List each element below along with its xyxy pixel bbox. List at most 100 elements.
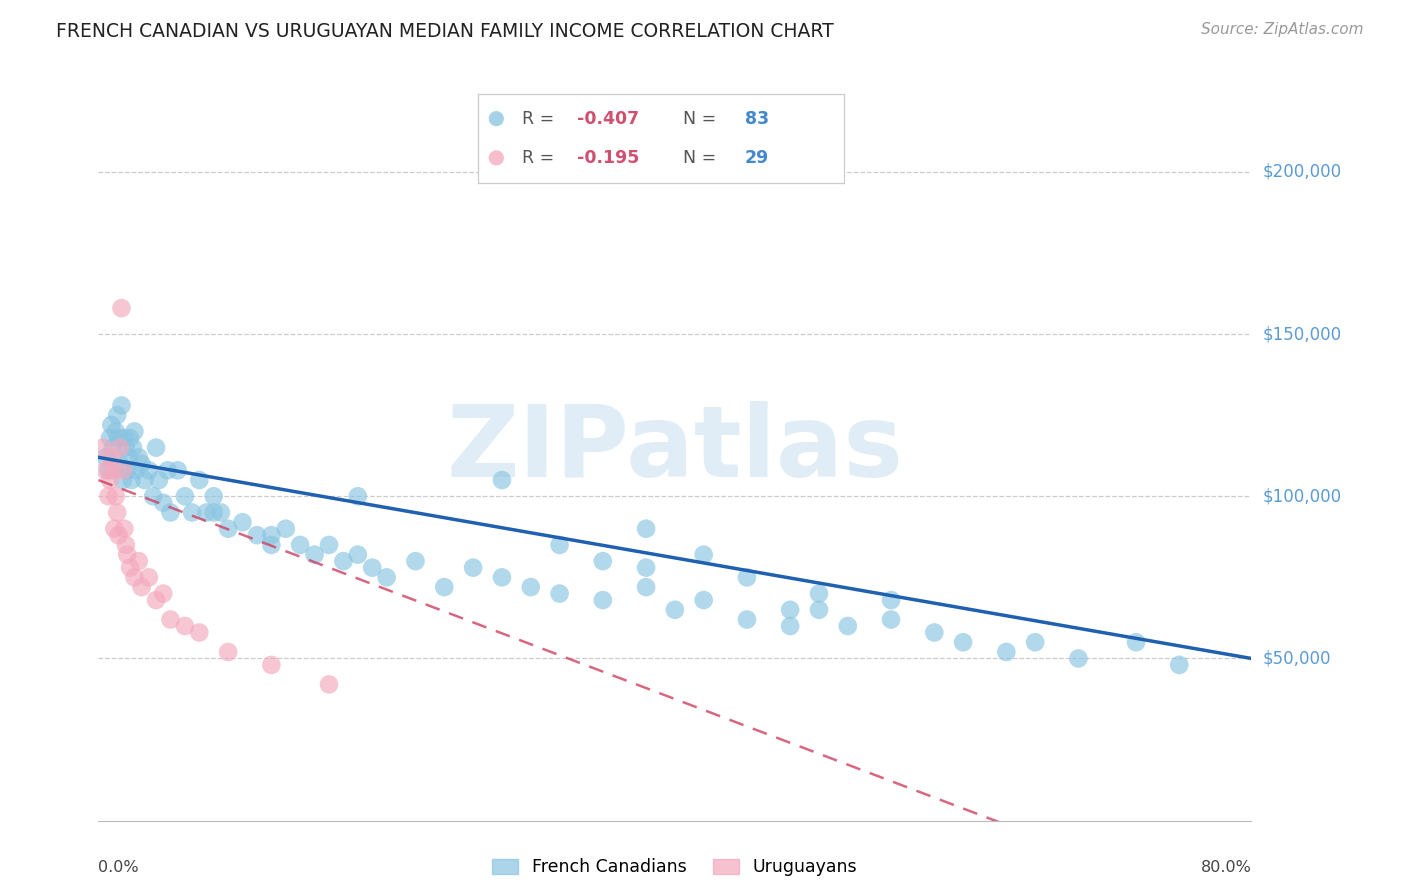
Point — [735, 570, 758, 584]
Point — [433, 580, 456, 594]
Point — [807, 603, 830, 617]
Point — [112, 431, 135, 445]
Point — [880, 613, 903, 627]
Point — [260, 538, 283, 552]
Point — [148, 473, 170, 487]
Point — [375, 570, 398, 584]
Point — [104, 425, 127, 439]
Point — [922, 625, 945, 640]
Point — [346, 548, 368, 562]
Point — [188, 625, 211, 640]
Point — [98, 473, 121, 487]
Point — [124, 425, 146, 439]
Point — [166, 463, 188, 477]
Point — [807, 586, 830, 600]
Point — [1168, 657, 1191, 672]
Point — [837, 619, 859, 633]
Text: $50,000: $50,000 — [1263, 649, 1331, 667]
Point — [548, 538, 571, 552]
Point — [108, 441, 131, 455]
Point — [107, 528, 129, 542]
Text: ZIPatlas: ZIPatlas — [447, 401, 903, 498]
Point — [693, 548, 716, 562]
Point — [246, 528, 269, 542]
Point — [128, 554, 150, 568]
Point — [195, 506, 218, 520]
Point — [138, 570, 160, 584]
Point — [152, 496, 174, 510]
Point — [181, 506, 204, 520]
Text: -0.407: -0.407 — [576, 110, 638, 128]
Point — [138, 463, 160, 477]
Point — [779, 603, 801, 617]
Point — [145, 441, 167, 455]
Point — [318, 538, 340, 552]
Point — [120, 431, 142, 445]
Point — [520, 580, 543, 594]
Point — [636, 560, 658, 574]
Point — [145, 593, 167, 607]
Point — [120, 560, 142, 574]
Text: R =: R = — [522, 110, 560, 128]
Point — [174, 489, 197, 503]
Point — [112, 522, 135, 536]
Text: 0.0%: 0.0% — [98, 860, 139, 874]
Point — [202, 506, 225, 520]
Point — [1067, 651, 1090, 665]
Point — [111, 463, 134, 477]
Point — [274, 522, 297, 536]
Point — [98, 431, 121, 445]
Point — [142, 489, 165, 503]
Point — [104, 489, 127, 503]
Point — [485, 112, 508, 126]
Point — [114, 538, 136, 552]
Point — [174, 619, 197, 633]
Point — [110, 399, 132, 413]
Point — [121, 473, 143, 487]
Point — [1024, 635, 1046, 649]
Point — [209, 506, 232, 520]
Point — [131, 457, 153, 471]
Point — [592, 593, 614, 607]
Text: $200,000: $200,000 — [1263, 163, 1341, 181]
Text: N =: N = — [683, 110, 721, 128]
Point — [405, 554, 427, 568]
Point — [152, 586, 174, 600]
Text: R =: R = — [522, 149, 560, 167]
Point — [107, 431, 129, 445]
Text: $150,000: $150,000 — [1263, 325, 1341, 343]
Text: 29: 29 — [745, 149, 769, 167]
Point — [128, 450, 150, 465]
Point — [110, 301, 132, 315]
Point — [260, 657, 283, 672]
Point — [111, 473, 134, 487]
Point — [125, 463, 148, 477]
Text: $100,000: $100,000 — [1263, 487, 1341, 505]
Point — [217, 522, 239, 536]
Point — [491, 570, 513, 584]
Point — [188, 473, 211, 487]
Point — [995, 645, 1018, 659]
Point — [636, 580, 658, 594]
Point — [105, 408, 128, 422]
Point — [260, 528, 283, 542]
Point — [636, 522, 658, 536]
Point — [97, 463, 120, 477]
Point — [159, 613, 181, 627]
Text: FRENCH CANADIAN VS URUGUAYAN MEDIAN FAMILY INCOME CORRELATION CHART: FRENCH CANADIAN VS URUGUAYAN MEDIAN FAMI… — [56, 22, 834, 41]
Text: 80.0%: 80.0% — [1201, 860, 1251, 874]
Point — [346, 489, 368, 503]
Point — [461, 560, 484, 574]
Point — [159, 506, 181, 520]
Point — [117, 463, 138, 477]
Point — [122, 441, 145, 455]
Point — [94, 463, 117, 477]
Point — [952, 635, 974, 649]
Point — [664, 603, 686, 617]
Text: Source: ZipAtlas.com: Source: ZipAtlas.com — [1201, 22, 1364, 37]
Point — [97, 489, 120, 503]
Point — [231, 515, 254, 529]
Point — [592, 554, 614, 568]
Point — [91, 441, 114, 455]
Point — [108, 457, 131, 471]
